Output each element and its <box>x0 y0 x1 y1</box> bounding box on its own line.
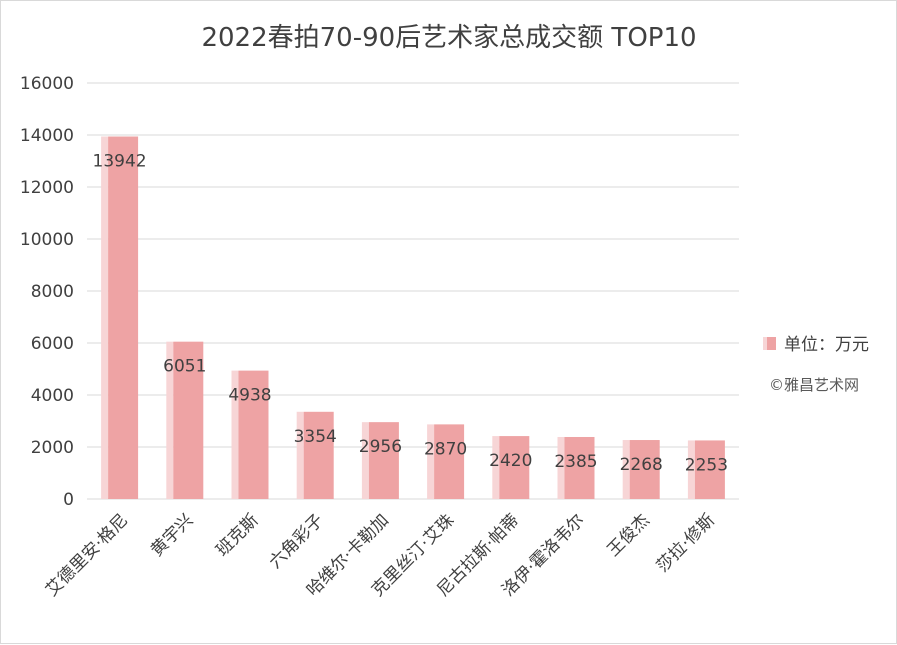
legend-swatch-highlight <box>763 337 767 350</box>
bar-highlight <box>557 436 565 499</box>
chart-title: 2022春拍70-90后艺术家总成交额 TOP10 <box>201 23 696 53</box>
data-label: 2420 <box>489 451 532 471</box>
category-label: 黄宇兴 <box>147 510 197 560</box>
y-tick-label: 0 <box>63 490 74 510</box>
bar-highlight <box>296 411 304 499</box>
bar-highlight <box>361 422 369 499</box>
bar-highlight <box>166 341 174 499</box>
legend: 单位：万元 <box>763 335 869 355</box>
data-label: 13942 <box>93 152 147 172</box>
bar <box>694 440 725 499</box>
y-tick-label: 16000 <box>20 74 74 94</box>
bar-highlight <box>231 370 239 499</box>
data-label: 2870 <box>424 439 467 459</box>
data-labels: 13942 6051 4938 3354 2956 2870 2420 2385 2268 225… <box>93 152 728 476</box>
x-axis-categories: 艾德里安·格尼 黄宇兴 班克斯 六角彩子哈维尔·卡勒加克里丝汀·艾珠尼古拉斯·帕蒂洛伊… <box>42 510 719 600</box>
bar <box>434 424 465 499</box>
legend-label: 单位：万元 <box>784 335 869 355</box>
bar-highlight <box>101 136 109 499</box>
y-tick-label: 6000 <box>31 334 74 354</box>
source-credit: ©雅昌艺术网 <box>769 376 859 394</box>
y-tick-label: 12000 <box>20 178 74 198</box>
bar <box>564 436 595 499</box>
y-tick-label: 8000 <box>31 282 74 302</box>
data-label: 3354 <box>294 427 337 447</box>
category-label: 王俊杰 <box>604 510 654 560</box>
legend-swatch <box>767 337 776 350</box>
bar-highlight <box>492 436 500 499</box>
data-label: 4938 <box>228 386 271 406</box>
bar <box>173 341 204 499</box>
bar <box>238 370 269 499</box>
category-label: 艾德里安·格尼 <box>42 510 132 600</box>
data-label: 6051 <box>163 357 206 377</box>
bar <box>368 422 399 499</box>
bar-highlight <box>622 440 630 499</box>
bar <box>629 440 660 499</box>
bars <box>101 136 725 499</box>
category-label: 莎拉·修斯 <box>653 510 719 576</box>
bar <box>303 411 334 499</box>
y-axis-ticks: 0 2000 4000 6000 8000 10000 12000 14000 16000 <box>20 74 74 510</box>
bar-highlight <box>687 440 695 499</box>
data-label: 2253 <box>685 455 728 475</box>
data-label: 2385 <box>554 452 597 472</box>
y-tick-label: 14000 <box>20 126 74 146</box>
category-label: 六角彩子 <box>266 510 328 572</box>
y-tick-label: 2000 <box>31 438 74 458</box>
bar <box>108 136 139 499</box>
bar <box>499 436 530 499</box>
data-label: 2956 <box>359 437 402 457</box>
data-label: 2268 <box>620 455 663 475</box>
y-tick-label: 10000 <box>20 230 74 250</box>
y-tick-label: 4000 <box>31 386 74 406</box>
category-label: 班克斯 <box>212 510 262 560</box>
bar-highlight <box>427 424 435 499</box>
